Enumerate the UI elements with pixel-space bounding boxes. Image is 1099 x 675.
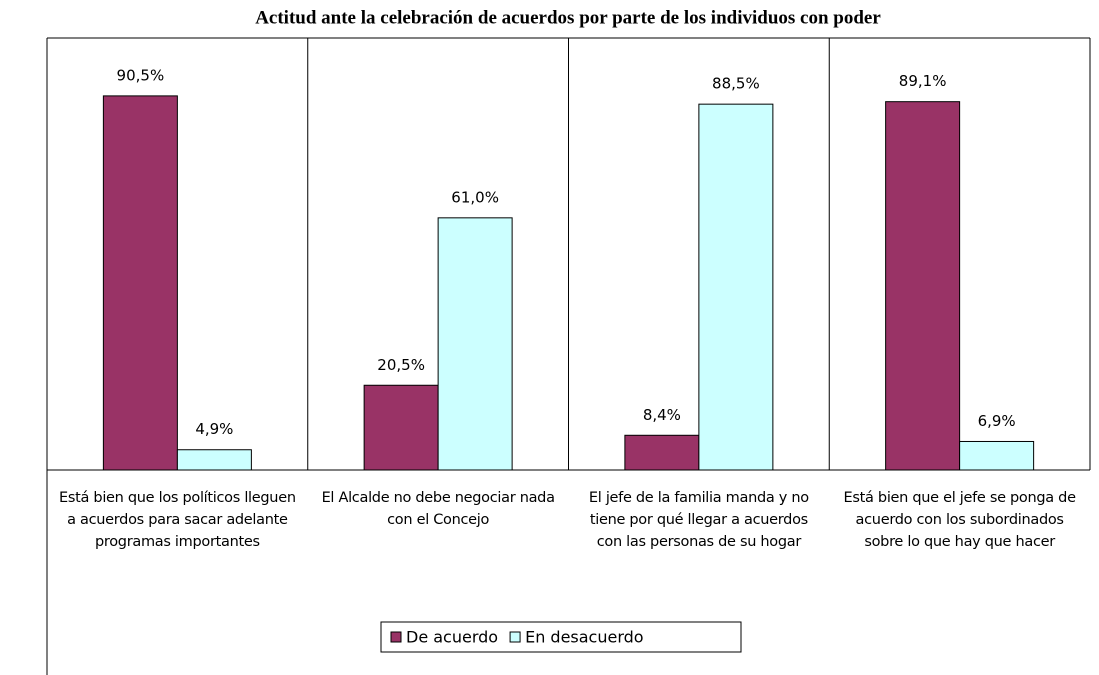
category-label: El Alcalde no debe negociar nada con el …	[321, 490, 555, 528]
bar	[624, 434, 700, 471]
legend-label: En desacuerdo	[525, 628, 644, 647]
data-label: 6,9%	[978, 412, 1016, 430]
bar	[437, 217, 513, 471]
chart-title: Actitud ante la celebración de acuerdos …	[255, 7, 881, 28]
legend-swatch	[509, 631, 521, 643]
data-label: 61,0%	[451, 188, 499, 206]
data-label: 8,4%	[643, 406, 681, 424]
data-label: 20,5%	[377, 356, 425, 374]
legend-box	[380, 621, 742, 653]
category-label: El jefe de la familia manda y no tiene p…	[588, 490, 809, 550]
bar	[176, 449, 252, 471]
legend-swatch	[390, 631, 402, 643]
data-label: 89,1%	[899, 72, 947, 90]
legend-label: De acuerdo	[406, 628, 498, 647]
category-label: Está bien que el jefe se ponga de acuerd…	[843, 490, 1077, 550]
bar	[363, 384, 439, 471]
category-label: Está bien que los políticos lleguen a ac…	[59, 490, 296, 550]
bar	[102, 95, 178, 471]
data-label: 90,5%	[117, 66, 165, 84]
bar	[959, 440, 1035, 471]
bar	[698, 103, 774, 471]
data-label: 4,9%	[195, 420, 233, 438]
bar	[885, 101, 961, 471]
data-label: 88,5%	[712, 75, 760, 93]
